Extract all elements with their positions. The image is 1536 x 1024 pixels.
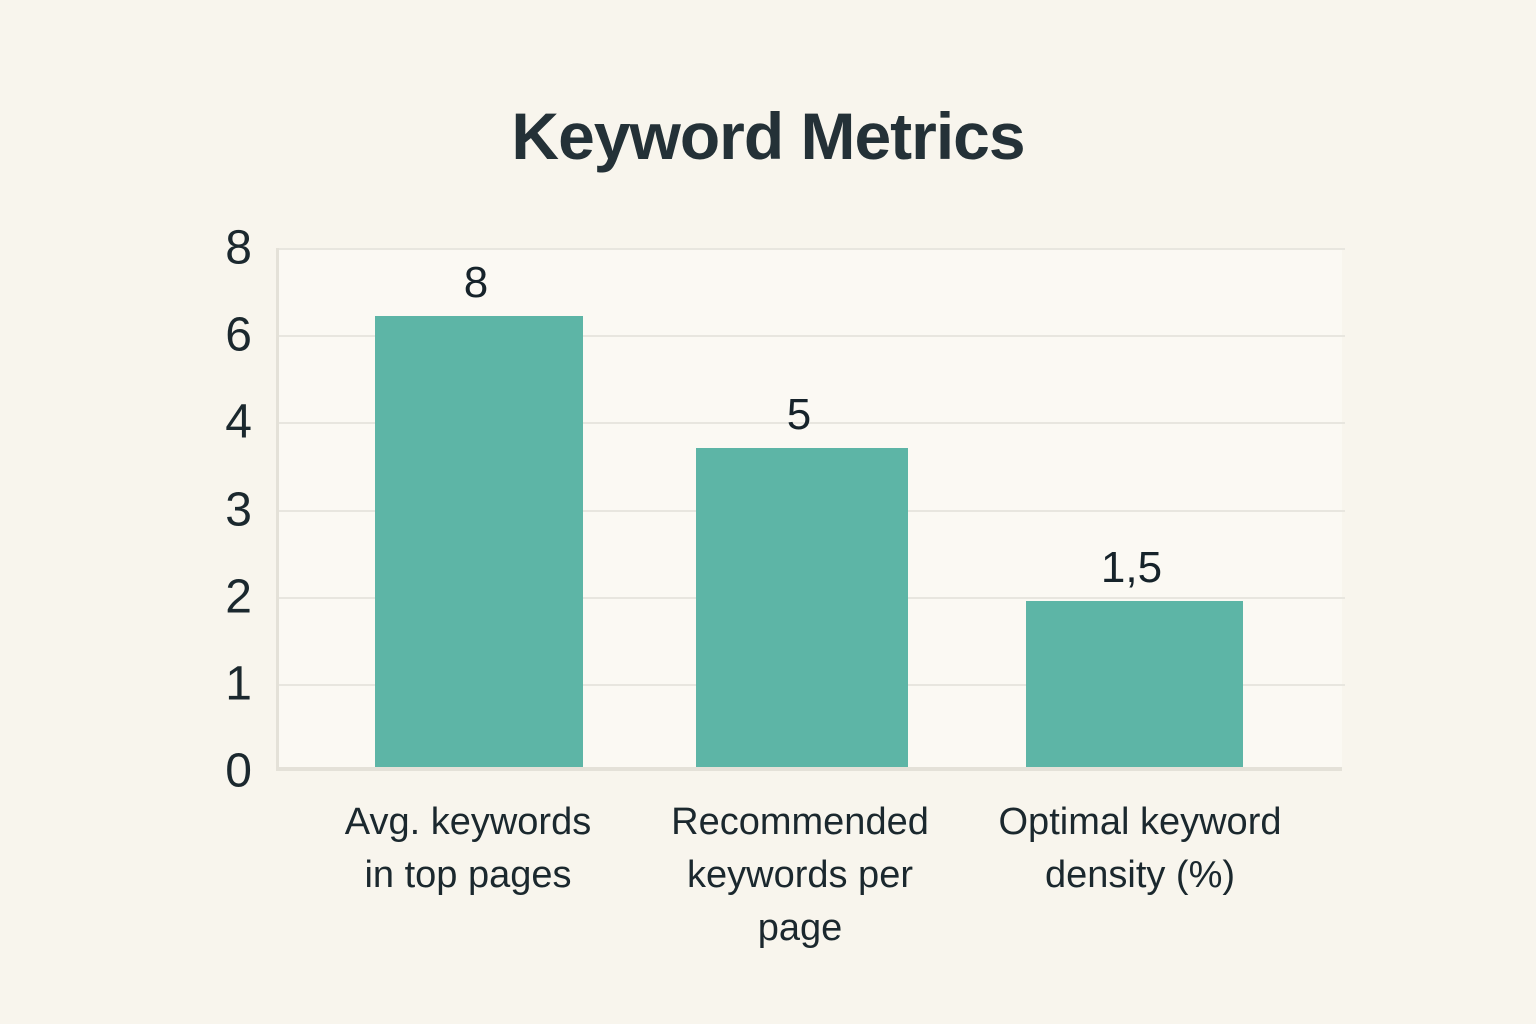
bar-value-label: 1,5 xyxy=(1100,543,1163,592)
x-axis-category-label: Recommended keywords per page xyxy=(671,801,929,950)
bar xyxy=(696,448,908,767)
page-title: Keyword Metrics xyxy=(511,99,1025,173)
y-axis-tick-label: 2 xyxy=(225,570,252,624)
y-axis-tick-label: 0 xyxy=(225,744,252,798)
y-axis-tick-label: 3 xyxy=(225,483,252,536)
y-axis-tick-label: 6 xyxy=(225,308,252,362)
gridline xyxy=(279,422,1345,425)
bar-value-label: 8 xyxy=(463,258,489,307)
bar xyxy=(1026,601,1243,767)
y-axis-tick-label: 1 xyxy=(225,657,252,711)
y-axis-tick-label: 4 xyxy=(225,395,252,449)
plot-area xyxy=(276,248,1345,771)
bar xyxy=(375,316,583,767)
bar-value-label: 5 xyxy=(786,390,812,439)
gridline xyxy=(279,248,1345,250)
x-axis-category-label: Avg. keywords in top pages xyxy=(344,801,592,897)
y-axis-tick-label: 8 xyxy=(225,221,252,275)
x-axis-category-label: Optimal keyword density (%) xyxy=(998,801,1282,897)
gridline xyxy=(279,335,1345,338)
